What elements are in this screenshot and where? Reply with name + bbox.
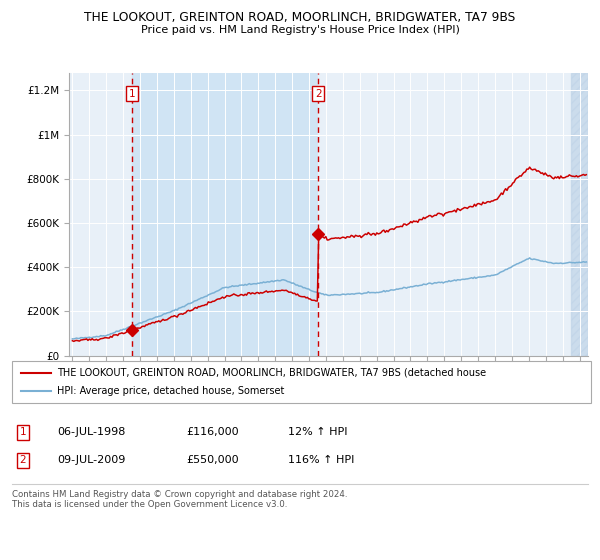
Bar bbox=[132, 73, 318, 356]
Text: 06-JUL-1998: 06-JUL-1998 bbox=[57, 427, 125, 437]
Text: THE LOOKOUT, GREINTON ROAD, MOORLINCH, BRIDGWATER, TA7 9BS (detached house: THE LOOKOUT, GREINTON ROAD, MOORLINCH, B… bbox=[57, 368, 486, 378]
Text: THE LOOKOUT, GREINTON ROAD, MOORLINCH, BRIDGWATER, TA7 9BS: THE LOOKOUT, GREINTON ROAD, MOORLINCH, B… bbox=[85, 11, 515, 24]
Bar bbox=[318, 73, 571, 356]
Text: 09-JUL-2009: 09-JUL-2009 bbox=[57, 455, 125, 465]
Text: Price paid vs. HM Land Registry's House Price Index (HPI): Price paid vs. HM Land Registry's House … bbox=[140, 25, 460, 35]
Text: HPI: Average price, detached house, Somerset: HPI: Average price, detached house, Some… bbox=[57, 386, 284, 396]
Text: 12% ↑ HPI: 12% ↑ HPI bbox=[288, 427, 347, 437]
Text: Contains HM Land Registry data © Crown copyright and database right 2024.
This d: Contains HM Land Registry data © Crown c… bbox=[12, 490, 347, 510]
Text: 2: 2 bbox=[315, 89, 322, 99]
Bar bbox=[571, 73, 588, 356]
Text: £550,000: £550,000 bbox=[186, 455, 239, 465]
Text: 116% ↑ HPI: 116% ↑ HPI bbox=[288, 455, 355, 465]
Text: 1: 1 bbox=[129, 89, 136, 99]
Text: £116,000: £116,000 bbox=[186, 427, 239, 437]
Text: 2: 2 bbox=[19, 455, 26, 465]
Text: 1: 1 bbox=[19, 427, 26, 437]
Bar bbox=[69, 73, 132, 356]
